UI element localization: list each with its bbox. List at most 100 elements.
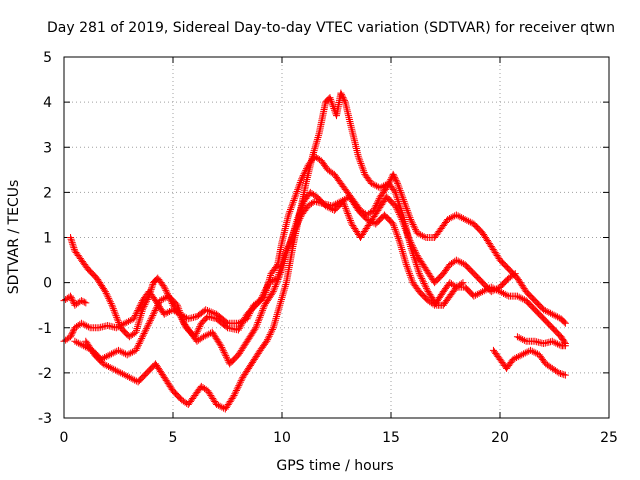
data-point-marker (389, 220, 397, 228)
data-point-marker (461, 215, 469, 223)
data-point-marker (422, 284, 430, 292)
data-point-marker (399, 249, 407, 257)
data-point-marker (401, 255, 409, 263)
data-point-marker (414, 266, 422, 274)
data-point-marker (268, 325, 276, 333)
data-point-marker (120, 349, 128, 357)
data-point-marker (447, 214, 455, 222)
data-point-marker (475, 289, 483, 297)
data-point-marker (248, 305, 256, 313)
data-point-marker (125, 350, 133, 358)
data-point-marker (399, 212, 407, 220)
data-point-marker (394, 196, 402, 204)
data-point-marker (246, 308, 254, 316)
data-point-marker (402, 203, 410, 211)
data-point-marker (389, 170, 397, 178)
chart-title: Day 281 of 2019, Sidereal Day-to-day VTE… (47, 20, 615, 36)
data-point-marker (118, 370, 126, 378)
data-point-marker (141, 328, 149, 336)
data-point-marker (363, 215, 371, 223)
data-point-marker (401, 257, 409, 265)
data-point-marker (160, 283, 168, 291)
y-tick-label: -3 (38, 411, 52, 427)
data-point-marker (153, 303, 161, 311)
data-point-marker (449, 213, 457, 221)
data-point-marker (103, 362, 111, 370)
data-point-marker (473, 290, 481, 298)
data-point-marker (390, 224, 398, 232)
data-point-marker (114, 323, 122, 331)
data-point-marker (81, 321, 89, 329)
data-point-marker (125, 373, 133, 381)
data-point-marker (67, 235, 75, 243)
data-point-marker (131, 313, 139, 321)
data-point-marker (135, 305, 143, 313)
data-point-marker (133, 308, 141, 316)
data-point-marker (106, 296, 114, 304)
data-point-marker (216, 340, 224, 348)
data-point-marker (560, 371, 568, 379)
x-axis-tick-labels: 0 5 10 15 20 25 (60, 430, 618, 446)
data-point-marker (116, 322, 124, 330)
data-point-marker (67, 331, 75, 339)
data-point-marker (216, 402, 224, 410)
data-point-marker (245, 311, 253, 319)
data-point-marker (125, 317, 133, 325)
data-point-marker (555, 341, 563, 349)
data-point-marker (393, 192, 401, 200)
data-point-marker (314, 133, 322, 141)
data-point-marker (68, 237, 76, 245)
data-point-marker (515, 293, 523, 301)
data-point-marker (541, 307, 549, 315)
data-point-marker (367, 179, 375, 187)
data-point-marker (403, 262, 411, 270)
data-point-marker (274, 309, 282, 317)
data-point-marker (281, 282, 289, 290)
data-point-marker (240, 317, 248, 325)
data-point-marker (459, 215, 467, 223)
data-point-marker (267, 329, 275, 337)
data-point-marker (394, 181, 402, 189)
data-point-marker (202, 306, 210, 314)
data-point-marker (414, 264, 422, 272)
data-point-marker (358, 161, 366, 169)
data-point-marker (200, 333, 208, 341)
data-point-marker (561, 371, 569, 379)
data-point-marker (356, 156, 364, 164)
data-point-marker (73, 338, 81, 346)
x-axis-title: GPS time / hours (276, 458, 393, 474)
data-point-marker (237, 377, 245, 385)
data-point-marker (403, 205, 411, 213)
data-point-marker (371, 181, 379, 189)
data-point-marker (405, 212, 413, 220)
data-point-marker (268, 327, 276, 335)
data-point-marker (177, 310, 185, 318)
data-point-marker (160, 310, 168, 318)
data-point-marker (234, 383, 242, 391)
data-point-marker (273, 279, 281, 287)
y-axis-tick-labels: -3 -2 -1 0 1 2 3 4 5 (38, 50, 52, 427)
data-point-marker (477, 289, 485, 297)
data-point-marker (150, 310, 158, 318)
data-point-marker (479, 288, 487, 296)
data-point-marker (273, 262, 281, 270)
data-point-marker (346, 216, 354, 224)
data-point-marker (523, 348, 531, 356)
data-point-marker (133, 345, 141, 353)
data-point-marker (554, 313, 562, 321)
data-point-marker (80, 298, 88, 306)
data-point-marker (410, 222, 418, 230)
data-point-marker (277, 267, 285, 275)
data-point-marker (391, 175, 399, 183)
data-point-marker (347, 218, 355, 226)
data-point-marker (402, 261, 410, 269)
data-point-marker (516, 352, 524, 360)
data-point-marker (409, 250, 417, 258)
data-point-marker (140, 329, 148, 337)
data-point-marker (357, 159, 365, 167)
data-point-marker (263, 337, 271, 345)
data-point-marker (296, 180, 304, 188)
data-point-marker (312, 139, 320, 147)
series-track-4 (71, 193, 569, 368)
